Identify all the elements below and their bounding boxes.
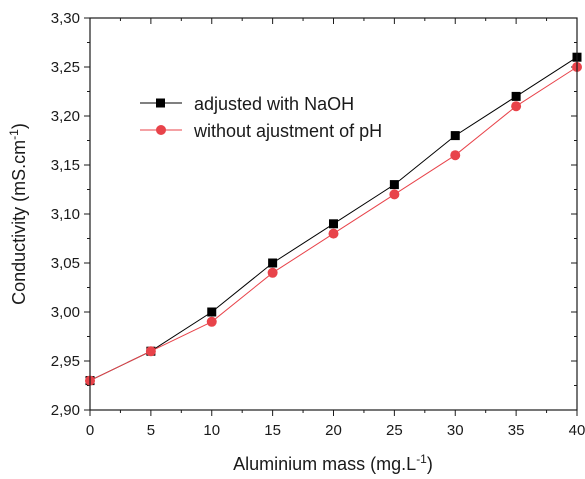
- x-tick-label: 5: [147, 422, 155, 439]
- data-point-square: [207, 307, 217, 317]
- y-tick-label: 3,00: [51, 304, 80, 321]
- plot-frame: [89, 17, 578, 411]
- legend-item-without: without ajustment of pH: [140, 121, 382, 141]
- x-tick-label: 15: [264, 422, 281, 439]
- data-point-square: [389, 180, 399, 190]
- data-point-square: [511, 91, 521, 101]
- x-tick-label: 0: [86, 422, 94, 439]
- y-tick-label: 2,95: [51, 353, 80, 370]
- data-point-circle: [206, 316, 217, 327]
- y-tick-label: 3,30: [51, 10, 80, 27]
- legend-item-adjusted: adjusted with NaOH: [140, 94, 354, 114]
- legend-label-adjusted: adjusted with NaOH: [194, 94, 354, 114]
- y-tick-label: 3,15: [51, 157, 80, 174]
- axis-ticks: 0 5 10 15 20 25 30 35 40 2,90 2,95 3,00 3,05 3,10 3,15…: [51, 10, 585, 439]
- legend: adjusted with NaOH without ajustment of …: [140, 94, 382, 141]
- x-tick-label: 20: [325, 422, 342, 439]
- data-point-circle: [511, 101, 522, 112]
- y-tick-label: 3,05: [51, 255, 80, 272]
- y-tick-label: 2,90: [51, 402, 80, 419]
- data-point-square: [268, 258, 278, 268]
- data-point-circle: [145, 346, 156, 357]
- y-tick-label: 3,20: [51, 108, 80, 125]
- data-point-circle: [450, 150, 461, 161]
- x-tick-label: 35: [508, 422, 525, 439]
- data-point-square: [450, 131, 460, 141]
- y-tick-label: 3,10: [51, 206, 80, 223]
- x-axis-label: Aluminium mass (mg.L-1): [233, 452, 433, 474]
- data-point-circle: [328, 228, 339, 239]
- data-point-circle: [389, 189, 400, 200]
- legend-label-without: without ajustment of pH: [193, 121, 382, 141]
- y-tick-label: 3,25: [51, 59, 80, 76]
- legend-marker-circle: [156, 125, 166, 135]
- series-layer: [85, 52, 582, 386]
- x-tick-label: 30: [447, 422, 464, 439]
- y-axis-label: Conductivity (mS.cm-1): [7, 123, 29, 305]
- x-tick-label: 10: [203, 422, 220, 439]
- x-tick-label: 25: [386, 422, 403, 439]
- data-point-square: [329, 219, 338, 229]
- data-point-circle: [267, 267, 278, 278]
- legend-marker-square: [156, 98, 165, 108]
- x-tick-label: 40: [569, 422, 585, 439]
